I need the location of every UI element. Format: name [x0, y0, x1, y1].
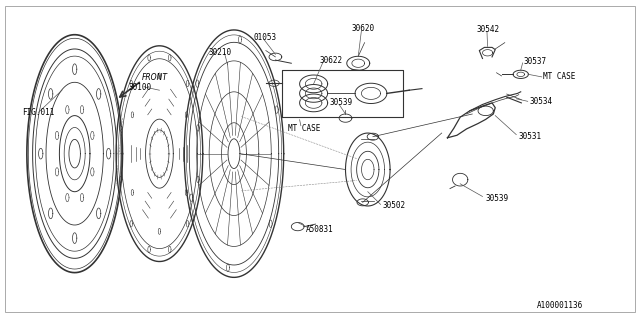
Text: 30620: 30620 — [352, 24, 375, 33]
Text: 30539: 30539 — [330, 99, 353, 108]
Text: 30534: 30534 — [529, 97, 552, 106]
Text: 30539: 30539 — [486, 194, 509, 203]
Text: A50831: A50831 — [306, 225, 333, 234]
Text: 30542: 30542 — [476, 25, 499, 35]
Text: 30537: 30537 — [524, 57, 547, 66]
Text: 30622: 30622 — [320, 56, 343, 65]
Text: MT CASE: MT CASE — [543, 72, 575, 81]
Text: FRONT: FRONT — [141, 73, 168, 82]
Text: 30531: 30531 — [519, 132, 542, 141]
Text: FIG.011: FIG.011 — [22, 108, 54, 117]
Text: MT CASE: MT CASE — [288, 124, 321, 133]
Text: 30210: 30210 — [209, 48, 232, 57]
Text: A100001136: A100001136 — [537, 301, 583, 310]
Text: 30100: 30100 — [129, 83, 152, 92]
Text: 30502: 30502 — [383, 202, 406, 211]
Text: 01053: 01053 — [253, 33, 276, 42]
